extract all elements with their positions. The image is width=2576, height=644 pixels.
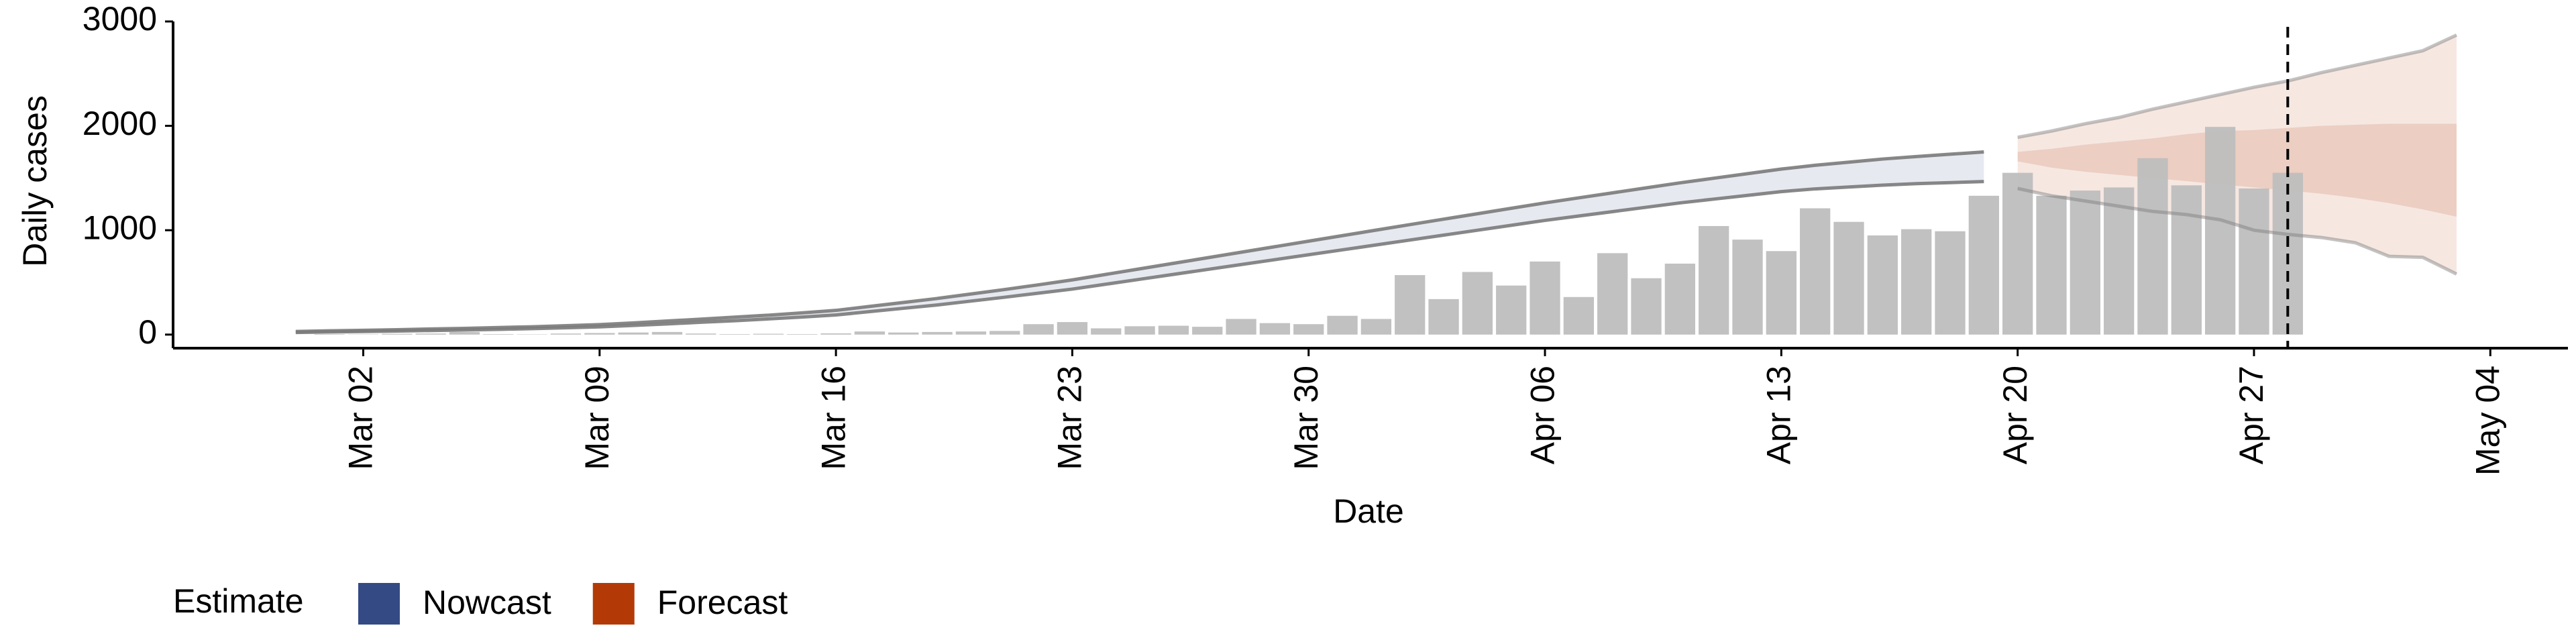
- bar: [1124, 326, 1155, 335]
- bar: [1563, 297, 1595, 335]
- band-edge: [2017, 186, 2458, 276]
- bar: [2171, 185, 2202, 335]
- bar: [1529, 261, 1560, 335]
- x-tick-label: Mar 16: [814, 366, 852, 470]
- bar: [1935, 231, 1966, 335]
- bar: [1023, 324, 1054, 335]
- bar: [922, 331, 953, 335]
- x-tick-label: Mar 02: [342, 366, 380, 470]
- bar: [2239, 188, 2269, 335]
- bar: [2070, 191, 2100, 335]
- y-tick-label: 1000: [83, 209, 157, 246]
- x-tick-label: May 04: [2469, 366, 2506, 476]
- interval-90: [2017, 35, 2457, 274]
- bar: [686, 333, 716, 335]
- band-edge: [295, 180, 1984, 335]
- band-edge: [295, 150, 1984, 333]
- x-tick-label: Mar 23: [1051, 366, 1089, 470]
- bar: [314, 333, 345, 335]
- bar: [1192, 327, 1223, 335]
- bar: [955, 331, 987, 335]
- x-tick-label: Apr 20: [1996, 366, 2034, 464]
- bar: [1901, 229, 1932, 335]
- x-tick-label: Apr 13: [1760, 366, 1798, 464]
- y-tick-label: 0: [138, 313, 157, 351]
- legend-label: Nowcast: [423, 584, 551, 621]
- legend-label: Forecast: [657, 584, 788, 621]
- interval-90: [295, 152, 1984, 333]
- y-tick-label: 2000: [83, 105, 157, 142]
- y-axis-title: Daily cases: [16, 95, 54, 267]
- bar: [1968, 195, 1999, 335]
- bar: [1732, 239, 1763, 335]
- bar: [1158, 325, 1189, 335]
- x-axis-title: Date: [1333, 492, 1404, 530]
- bar: [1766, 251, 1797, 335]
- bar: [2137, 158, 2168, 335]
- bar: [1395, 275, 1426, 335]
- bar: [2104, 187, 2135, 335]
- bar: [584, 333, 615, 335]
- bar: [820, 333, 851, 335]
- bar: [651, 331, 683, 335]
- x-tick-label: Apr 06: [1523, 366, 1561, 464]
- bar: [618, 332, 649, 335]
- bar: [719, 333, 750, 335]
- bar: [1664, 263, 1696, 335]
- bar: [753, 333, 784, 335]
- interval-50: [2017, 123, 2457, 217]
- bar: [1360, 319, 1392, 335]
- band-edge: [2017, 33, 2458, 140]
- bar: [1327, 315, 1358, 335]
- bar: [1428, 299, 1459, 335]
- bar: [1293, 324, 1324, 335]
- legend-title: Estimate: [173, 582, 304, 620]
- bar: [550, 333, 582, 335]
- bar: [989, 331, 1020, 335]
- bar: [483, 333, 514, 335]
- bar: [854, 331, 885, 335]
- bar: [415, 333, 446, 335]
- bar: [382, 333, 413, 335]
- bar: [1057, 322, 1088, 335]
- legend-swatch: [358, 583, 400, 625]
- x-tick-label: Apr 27: [2233, 366, 2270, 464]
- bar: [2205, 127, 2236, 335]
- bar: [1631, 278, 1662, 335]
- bar: [1597, 253, 1628, 335]
- bar: [2036, 195, 2067, 335]
- bar: [2002, 172, 2033, 335]
- legend-swatch: [592, 583, 635, 625]
- y-tick-label: 3000: [83, 0, 157, 38]
- bar: [787, 333, 818, 335]
- bar: [1462, 272, 1493, 335]
- bar: [1867, 235, 1898, 335]
- bar: [1259, 323, 1291, 335]
- bar: [1699, 225, 1729, 335]
- bar: [1091, 328, 1122, 335]
- x-tick-label: Mar 09: [578, 366, 616, 470]
- bar: [888, 332, 919, 335]
- bar: [1800, 208, 1831, 335]
- bar: [1496, 285, 1527, 335]
- x-tick-label: Mar 30: [1287, 366, 1325, 470]
- bar: [449, 331, 480, 335]
- bar: [1226, 319, 1256, 335]
- bar: [1833, 221, 1864, 335]
